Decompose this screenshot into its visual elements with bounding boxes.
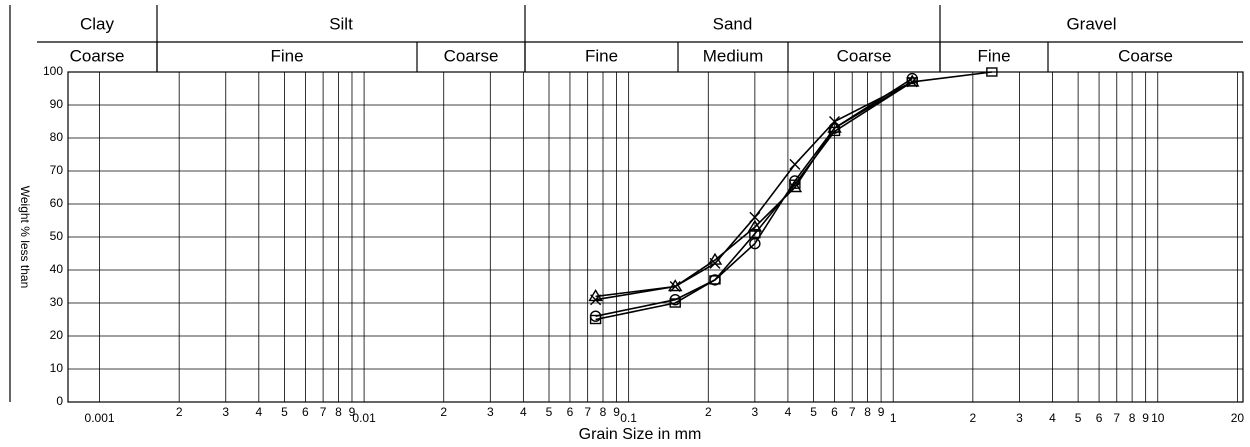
series-line <box>595 81 913 298</box>
marker-square <box>709 275 721 285</box>
x-tick-label: 5 <box>546 405 553 419</box>
x-tick-label: 9 <box>878 405 885 419</box>
x-tick-label: 6 <box>302 405 309 419</box>
x-tick-label: 2 <box>176 405 183 419</box>
marker-triangle <box>747 219 763 232</box>
marker-square <box>986 67 998 77</box>
marker-square <box>589 314 602 325</box>
soil-class: Sand <box>713 14 753 33</box>
x-tick-label: 5 <box>1075 411 1082 425</box>
x-tick-label: 5 <box>281 405 288 419</box>
x-tick-label: 3 <box>752 405 759 419</box>
marker-x <box>669 281 681 292</box>
x-tick-label: 2 <box>969 411 976 425</box>
x-tick-label: 6 <box>831 405 838 419</box>
x-tick-label: 7 <box>1113 411 1120 425</box>
y-tick-label: 80 <box>50 130 64 144</box>
marker-square <box>749 228 761 239</box>
marker-square <box>789 179 801 189</box>
x-tick-label: 0.001 <box>85 411 115 425</box>
series-line <box>595 81 913 301</box>
y-tick-label: 0 <box>56 394 63 408</box>
x-tick-label: 3 <box>1016 411 1023 425</box>
y-axis-title: Weight % less than <box>18 186 32 289</box>
soil-subclass: Fine <box>270 46 303 65</box>
x-tick-label: 10 <box>1151 411 1165 425</box>
x-tick-label: 8 <box>335 405 342 419</box>
y-tick-label: 60 <box>50 196 64 210</box>
y-tick-label: 90 <box>50 97 64 111</box>
soil-subclass: Fine <box>585 46 618 65</box>
x-tick-label: 8 <box>1129 411 1136 425</box>
y-tick-label: 50 <box>50 229 64 243</box>
x-tick-label: 2 <box>440 405 447 419</box>
x-tick-label: 7 <box>320 405 327 419</box>
y-tick-label: 40 <box>50 262 64 276</box>
y-tick-label: 100 <box>43 64 63 78</box>
plot-frame <box>67 71 1244 403</box>
x-tick-label: 4 <box>255 405 262 419</box>
x-tick-label: 6 <box>1096 411 1103 425</box>
y-tick-label: 30 <box>50 295 64 309</box>
x-tick-label: 0.1 <box>620 411 637 425</box>
marker-square <box>669 298 681 308</box>
x-tick-label: 4 <box>785 405 792 419</box>
x-tick-label: 9 <box>1142 411 1149 425</box>
x-tick-label: 0.01 <box>352 411 376 425</box>
x-tick-label: 9 <box>613 405 620 419</box>
soil-subclass: Fine <box>977 46 1010 65</box>
marker-circle <box>749 237 761 250</box>
y-tick-label: 70 <box>50 163 64 177</box>
soil-subclass: Coarse <box>837 46 892 65</box>
soil-subclass: Medium <box>703 46 763 65</box>
marker-square <box>906 77 918 87</box>
x-tick-label: 9 <box>349 405 356 419</box>
x-tick-label: 8 <box>864 405 871 419</box>
x-tick-label: 6 <box>567 405 574 419</box>
soil-class: Clay <box>80 14 115 33</box>
series-line <box>595 77 913 317</box>
x-tick-label: 3 <box>222 405 229 419</box>
marker-square <box>828 126 841 137</box>
y-tick-label: 20 <box>50 328 64 342</box>
x-tick-label: 5 <box>810 405 817 419</box>
soil-class: Silt <box>329 14 353 33</box>
y-tick-label: 10 <box>50 361 64 375</box>
soil-subclass: Coarse <box>70 46 125 65</box>
soil-class: Gravel <box>1066 14 1116 33</box>
x-tick-label: 1 <box>890 411 897 425</box>
x-axis-title: Grain Size in mm <box>579 426 702 443</box>
marker-x <box>709 257 721 269</box>
marker-x <box>590 294 602 306</box>
x-tick-label: 8 <box>600 405 607 419</box>
soil-subclass: Coarse <box>444 46 499 65</box>
x-tick-label: 2 <box>705 405 712 419</box>
x-tick-label: 4 <box>520 405 527 419</box>
x-tick-label: 20 <box>1231 411 1245 425</box>
x-tick-label: 7 <box>849 405 856 419</box>
x-tick-label: 4 <box>1049 411 1056 425</box>
marker-x <box>789 158 801 170</box>
soil-subclass: Coarse <box>1118 46 1173 65</box>
x-tick-label: 7 <box>584 405 591 419</box>
marker-x <box>749 211 761 223</box>
x-tick-label: 3 <box>487 405 494 419</box>
series-line <box>595 71 992 321</box>
